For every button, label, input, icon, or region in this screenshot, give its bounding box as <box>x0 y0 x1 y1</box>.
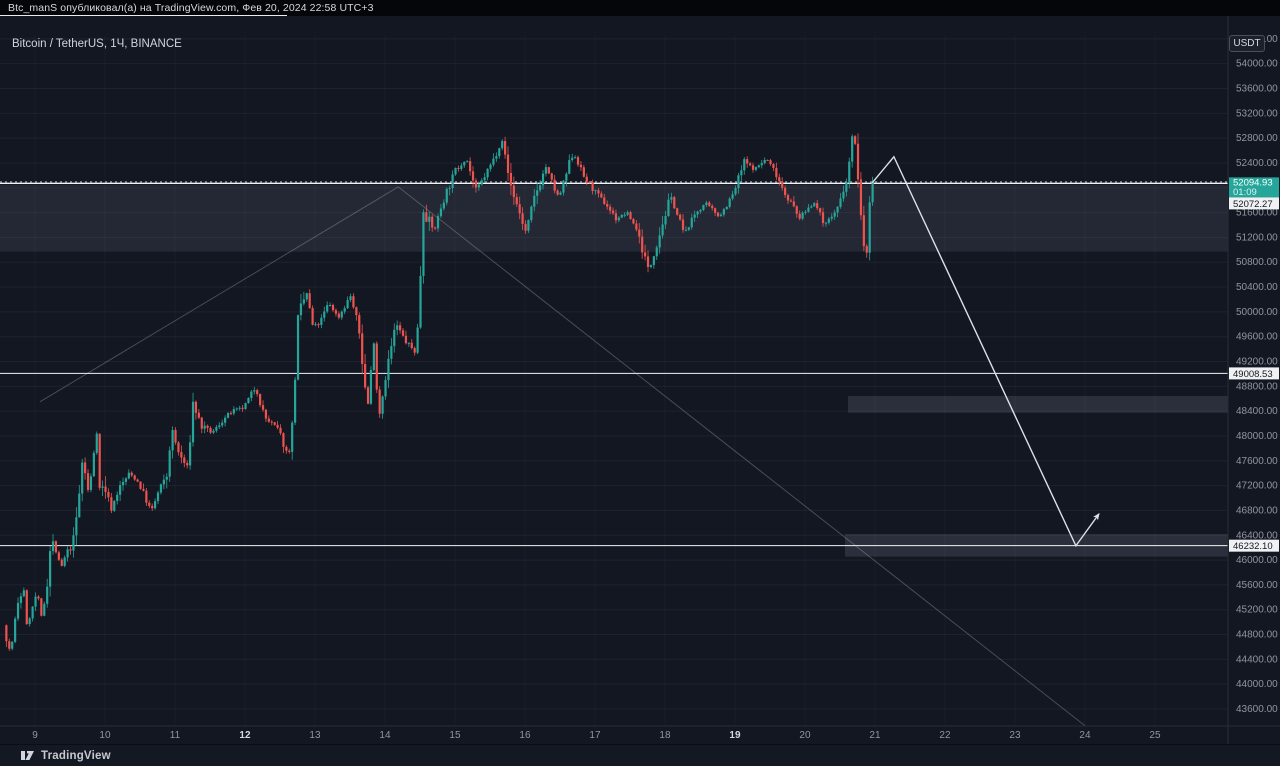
supply-box-48k <box>847 395 1228 413</box>
publish-text: Btc_manS опубликовал(а) на TradingView.c… <box>8 2 374 14</box>
price-tick-label: 45600.00 <box>1236 580 1278 591</box>
time-tick-label[interactable]: 17 <box>589 730 601 741</box>
price-tick-label: 50800.00 <box>1236 257 1278 268</box>
level-badge-value: 49008.53 <box>1233 369 1273 380</box>
time-tick-label[interactable]: 9 <box>32 730 38 741</box>
time-tick-label[interactable]: 16 <box>519 730 531 741</box>
tradingview-brand[interactable]: TradingView <box>20 749 111 762</box>
trendline[interactable] <box>397 186 1086 727</box>
time-tick-label[interactable]: 19 <box>729 730 741 741</box>
price-tick-label: 50400.00 <box>1236 282 1278 293</box>
symbol-title: Bitcoin / TetherUS, 1Ч, BINANCE <box>12 38 182 50</box>
time-tick-label[interactable]: 18 <box>659 730 671 741</box>
zones <box>0 184 1228 557</box>
chart-canvas[interactable]: 43600.00 44000.00 44400.00 44800.00 45200.00… <box>0 16 1280 744</box>
time-tick-label[interactable]: 12 <box>239 730 251 741</box>
horizontal-rays <box>0 181 1228 547</box>
time-tick-label[interactable]: 21 <box>869 730 881 741</box>
price-tick-label: 53200.00 <box>1236 108 1278 119</box>
price-tick-label: 48800.00 <box>1236 381 1278 392</box>
time-tick-label[interactable]: 11 <box>170 730 181 741</box>
last-price-badge <box>1229 177 1279 198</box>
grid-lines <box>0 38 1228 710</box>
time-tick-label[interactable]: 15 <box>449 730 461 741</box>
price-tick-label: 43600.00 <box>1236 704 1278 715</box>
price-tick-label: 44400.00 <box>1236 654 1278 665</box>
time-tick-label[interactable]: 25 <box>1149 730 1161 741</box>
time-tick-label[interactable]: 10 <box>99 730 111 741</box>
level-badge <box>1229 197 1279 210</box>
price-tick-label: 44000.00 <box>1236 679 1278 690</box>
projection-path <box>871 155 1100 548</box>
chart-area: 43600.00 44000.00 44400.00 44800.00 45200.00… <box>0 16 1280 744</box>
price-tick-label: 47600.00 <box>1236 456 1278 467</box>
level-badge <box>1229 367 1279 380</box>
price-tick-label: 54000.00 <box>1236 59 1278 70</box>
price-tick-label: 48000.00 <box>1236 431 1278 442</box>
trendline[interactable] <box>39 186 399 403</box>
price-tick-label: 49600.00 <box>1236 332 1278 343</box>
price-tick-label: 51200.00 <box>1236 232 1278 243</box>
currency-toggle-button[interactable]: USDT <box>1229 35 1265 52</box>
time-tick-label[interactable]: 24 <box>1079 730 1091 741</box>
price-tick-label: 46400.00 <box>1236 530 1278 541</box>
forecast-path[interactable] <box>871 155 1100 548</box>
price-tick-label: 53600.00 <box>1236 83 1278 94</box>
footer-bar: TradingView <box>0 744 1280 766</box>
candles <box>5 133 874 651</box>
price-tick-label: 46800.00 <box>1236 505 1278 516</box>
time-tick-label[interactable]: 14 <box>379 730 391 741</box>
publish-header-bar: Btc_manS опубликовал(а) на TradingView.c… <box>0 0 1280 16</box>
bar-countdown: 01:09 <box>1233 187 1257 198</box>
last-price-value: 52094.93 <box>1233 177 1273 188</box>
tradingview-brand-name: TradingView <box>41 749 111 762</box>
price-tick-label: 48400.00 <box>1236 406 1278 417</box>
price-tick-label: 49200.00 <box>1236 357 1278 368</box>
tradingview-logo-icon <box>21 751 34 760</box>
resistance-band <box>0 184 1228 252</box>
time-tick-label[interactable]: 20 <box>799 730 811 741</box>
level-badge-value: 52072.27 <box>1233 199 1273 210</box>
price-tick-label: 45200.00 <box>1236 605 1278 616</box>
price-tick-label: 52400.00 <box>1236 158 1278 169</box>
trendlines <box>39 186 1086 727</box>
time-tick-label[interactable]: 13 <box>309 730 321 741</box>
price-tick-label: 46000.00 <box>1236 555 1278 566</box>
time-tick-label[interactable]: 23 <box>1009 730 1021 741</box>
price-tick-label: 52800.00 <box>1236 133 1278 144</box>
price-tick-label: 51600.00 <box>1236 208 1278 219</box>
level-badge-value: 46232.10 <box>1233 541 1273 552</box>
price-tick-label: 47200.00 <box>1236 481 1278 492</box>
time-tick-label[interactable]: 22 <box>939 730 951 741</box>
publish-underline <box>0 15 287 16</box>
level-badge <box>1229 539 1279 552</box>
price-tick-label: 50000.00 <box>1236 307 1278 318</box>
price-tick-label: 44800.00 <box>1236 630 1278 641</box>
